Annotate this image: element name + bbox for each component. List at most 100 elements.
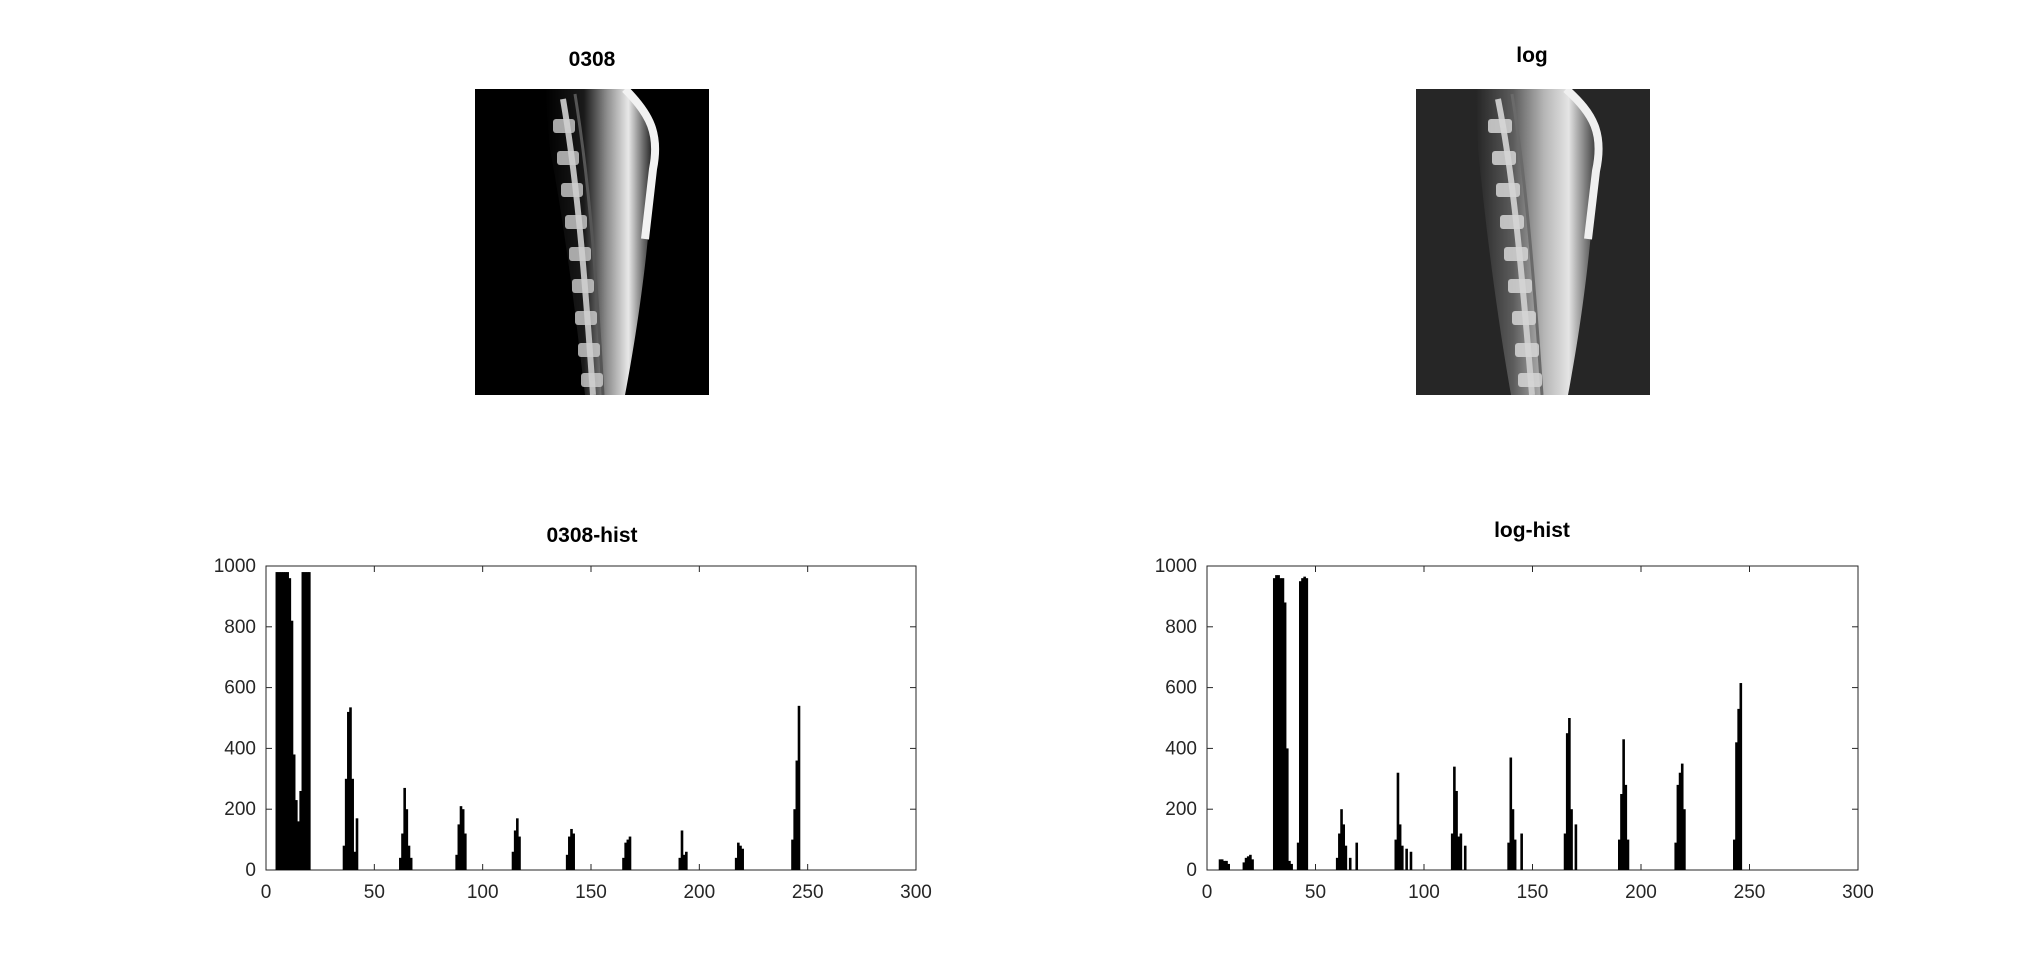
log-hist-bar: [1398, 824, 1402, 870]
log-hist-bar: [1453, 766, 1456, 870]
log-y-tick-label: 400: [1165, 738, 1197, 759]
log-y-tick-label: 1000: [1155, 556, 1197, 577]
orig-hist-bar: [739, 845, 742, 870]
log-hist-bar: [1520, 833, 1523, 870]
log-hist-bar: [1272, 578, 1276, 870]
orig-hist-bar: [518, 836, 521, 870]
log-hist-bar: [1620, 794, 1623, 870]
log-mri-image: [1416, 89, 1650, 395]
log-hist-bar: [1565, 733, 1569, 870]
orig-hist-bar: [305, 572, 309, 870]
orig-hist-bar: [355, 818, 359, 870]
orig-hist-bar: [351, 778, 354, 870]
orig-image-title: 0308: [568, 48, 616, 71]
log-hist-bar: [1296, 842, 1300, 870]
log-hist-bar: [1288, 860, 1291, 870]
orig-hist-bar: [464, 833, 467, 870]
orig-hist-bar: [303, 572, 307, 870]
log-y-tick-label: 0: [1186, 860, 1197, 881]
log-hist-bar: [1344, 845, 1348, 870]
orig-x-tick-label: 150: [575, 882, 607, 903]
log-hist-bar: [1251, 859, 1254, 870]
orig-y-tick-label: 600: [224, 678, 256, 699]
log-hist-bar: [1290, 863, 1293, 870]
orig-hist-bar: [279, 572, 283, 870]
orig-hist-bar: [277, 572, 281, 870]
orig-hist-bar: [275, 572, 279, 870]
orig-y-tick-label: 800: [224, 617, 256, 638]
orig-hist-bar: [516, 818, 519, 870]
log-hist-bar: [1683, 809, 1686, 870]
orig-y-tick-label: 1000: [214, 556, 256, 577]
log-hist-bar: [1355, 842, 1359, 870]
log-hist-bar: [1513, 839, 1517, 870]
log-hist-bar: [1227, 863, 1230, 870]
log-hist-bar: [1223, 860, 1226, 870]
log-x-tick-label: 300: [1842, 882, 1874, 903]
log-x-tick-label: 250: [1734, 882, 1766, 903]
log-hist-bar: [1405, 848, 1408, 870]
log-x-tick-label: 50: [1305, 882, 1326, 903]
orig-hist-bar: [407, 845, 411, 870]
log-y-tick-label: 200: [1165, 799, 1197, 820]
log-hist-bar: [1674, 842, 1678, 870]
orig-hist-bar: [349, 707, 352, 870]
orig-hist-bar: [299, 790, 302, 870]
log-hist-bar: [1285, 748, 1289, 870]
orig-hist-bar: [628, 836, 632, 870]
orig-hist-bar: [301, 572, 305, 870]
orig-hist-bar: [344, 778, 348, 870]
log-x-tick-label: 0: [1202, 882, 1213, 903]
orig-hist-bar: [678, 857, 682, 870]
log-hist-bar: [1394, 839, 1398, 870]
orig-hist-bar: [401, 833, 404, 870]
log-hist-bar: [1244, 857, 1248, 870]
log-hist-bar: [1279, 578, 1283, 870]
log-hist-bar: [1678, 772, 1682, 870]
log-hist-bar: [1626, 839, 1630, 870]
orig-hist-bar: [282, 572, 285, 870]
log-hist-bar: [1735, 742, 1738, 870]
orig-x-tick-label: 50: [364, 882, 385, 903]
log-hist-bar: [1401, 845, 1404, 870]
log-hist-bar: [1348, 857, 1352, 870]
log-hist-title: log-hist: [1494, 519, 1570, 542]
log-hist-axes: 0 50 100 150 200 250 300 0 200 400 600 800 1000: [1155, 556, 1874, 903]
log-hist-bar: [1622, 739, 1625, 870]
orig-hist-bar: [347, 711, 350, 870]
orig-hist-bar: [308, 572, 311, 870]
log-hist-bar: [1459, 833, 1463, 870]
orig-hist-bar: [295, 800, 298, 870]
orig-hist-bar: [457, 824, 461, 870]
log-y-tick-label: 800: [1165, 617, 1197, 638]
log-hist-bar: [1277, 575, 1280, 870]
orig-hist-bar: [570, 828, 573, 870]
orig-hist-bar: [682, 854, 686, 870]
orig-hist-bar: [455, 854, 458, 870]
orig-hist-bar: [680, 830, 684, 870]
orig-hist-title: 0308-hist: [546, 524, 638, 547]
log-hist-bar: [1275, 575, 1278, 870]
orig-hist-bar: [737, 842, 740, 870]
log-hist-bar: [1220, 859, 1224, 870]
orig-hist-bar: [409, 857, 413, 870]
log-x-tick-label: 150: [1517, 882, 1549, 903]
orig-hist-bar: [284, 572, 287, 870]
orig-hist-bar: [297, 821, 300, 870]
log-hist-bar: [1283, 602, 1287, 870]
orig-y-tick-label: 0: [245, 860, 256, 881]
orig-hist-bar: [741, 848, 744, 870]
log-hist-bar: [1225, 860, 1228, 870]
log-mri-drawing: [1476, 89, 1603, 395]
log-hist-bar: [1396, 772, 1400, 870]
orig-y-tick-label: 400: [224, 738, 256, 759]
orig-hist-bar: [292, 754, 296, 870]
log-hist-frame: [1206, 565, 1859, 871]
orig-hist-bar: [461, 809, 465, 870]
orig-x-tick-label: 250: [792, 882, 824, 903]
orig-hist-bar: [459, 806, 463, 870]
log-hist-bar: [1509, 757, 1513, 870]
log-hist-bar: [1739, 683, 1743, 870]
log-hist-bar: [1409, 851, 1413, 870]
